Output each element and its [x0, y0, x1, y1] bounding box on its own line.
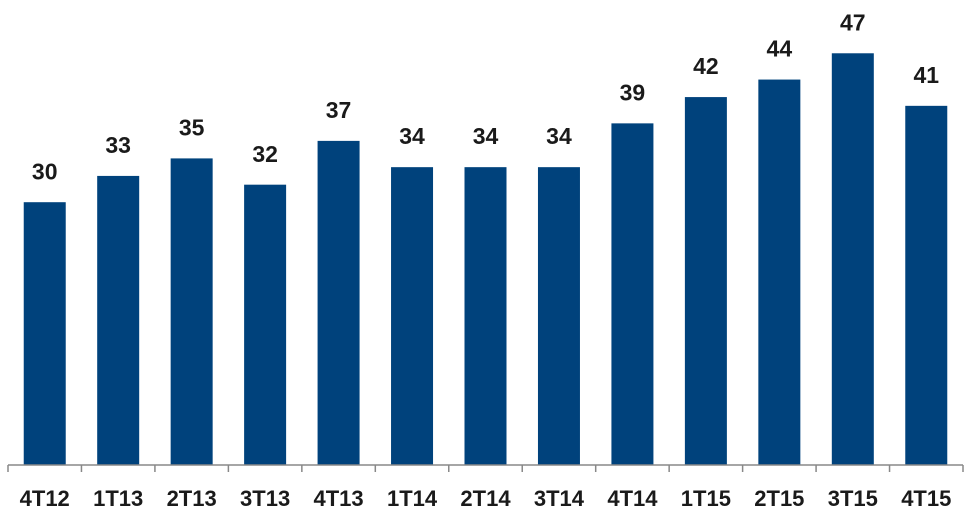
value-label: 34: [399, 123, 425, 149]
x-tick-label: 1T14: [387, 486, 438, 511]
bar: [317, 140, 360, 465]
bar: [905, 105, 948, 465]
bar: [831, 53, 874, 465]
value-label: 39: [620, 79, 646, 105]
value-label: 34: [473, 123, 499, 149]
x-tick-label: 4T14: [607, 486, 658, 511]
value-label: 47: [840, 9, 866, 35]
x-tick-label: 2T15: [754, 486, 804, 511]
bar: [23, 202, 66, 465]
x-tick-label: 1T15: [681, 486, 731, 511]
value-label: 42: [693, 53, 719, 79]
x-tick-label: 4T15: [901, 486, 951, 511]
bar: [244, 184, 287, 465]
bar: [391, 167, 434, 465]
x-tick-label: 4T12: [20, 486, 70, 511]
x-tick-label: 4T13: [313, 486, 363, 511]
value-label: 37: [326, 97, 352, 123]
value-label: 33: [105, 132, 131, 158]
value-label: 35: [179, 114, 205, 140]
bar: [611, 123, 654, 466]
bar: [684, 97, 727, 465]
bar: [97, 175, 140, 466]
x-tick-label: 1T13: [93, 486, 143, 511]
value-label: 41: [913, 62, 939, 88]
value-label: 44: [767, 36, 793, 62]
bar: [537, 167, 580, 465]
value-label: 34: [546, 123, 572, 149]
x-tick-label: 3T14: [534, 486, 585, 511]
bar: [170, 158, 213, 465]
x-tick-label: 3T15: [828, 486, 878, 511]
bar: [758, 79, 801, 465]
value-label: 32: [252, 141, 278, 167]
bar: [464, 167, 507, 465]
x-tick-label: 2T14: [460, 486, 511, 511]
x-tick-label: 2T13: [167, 486, 217, 511]
value-label: 30: [32, 158, 58, 184]
x-tick-label: 3T13: [240, 486, 290, 511]
